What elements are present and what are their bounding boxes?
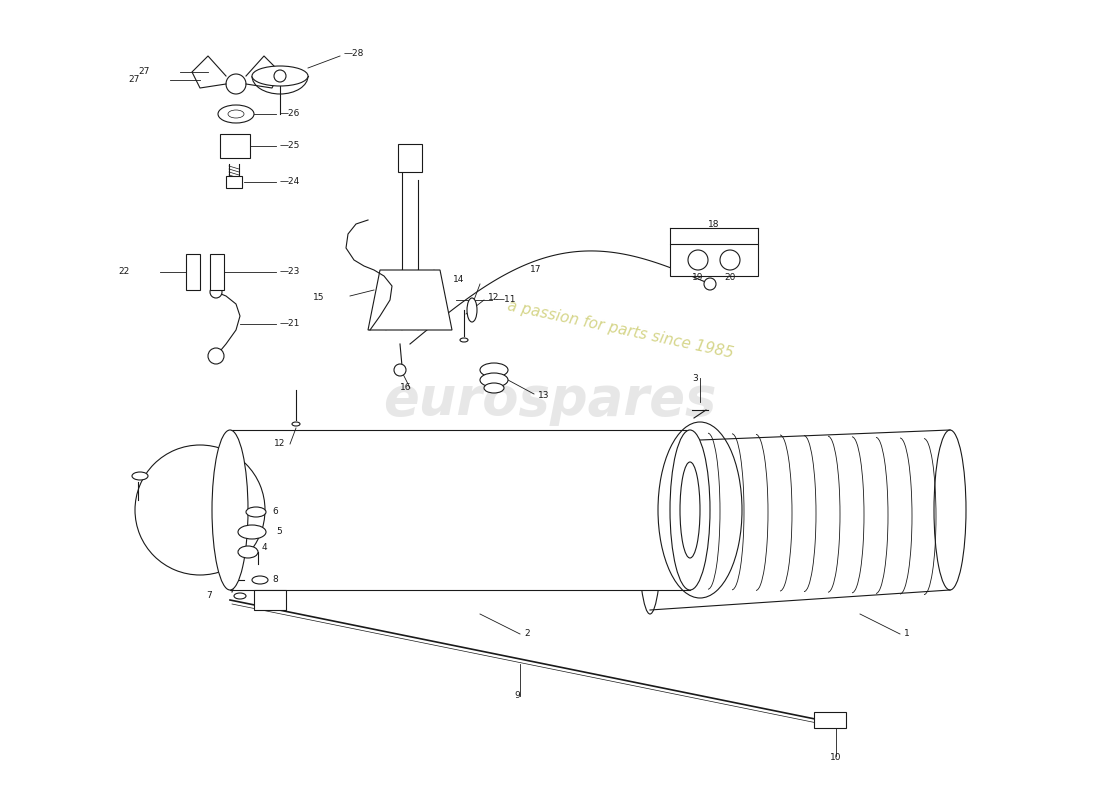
Ellipse shape [238,546,258,558]
Text: 27: 27 [129,75,140,85]
Ellipse shape [638,438,662,614]
Circle shape [720,250,740,270]
Ellipse shape [484,383,504,393]
Bar [186,254,200,290]
Bar [254,590,286,610]
Text: 12: 12 [274,439,286,448]
Circle shape [704,278,716,290]
Text: —26: —26 [280,110,300,118]
Text: 20: 20 [724,273,736,282]
Ellipse shape [468,298,477,322]
Text: —11: —11 [496,295,517,305]
Ellipse shape [252,576,268,584]
Ellipse shape [234,593,246,599]
Text: 1: 1 [904,630,910,638]
Text: 13: 13 [538,391,550,401]
Text: 10: 10 [830,753,842,762]
Text: —28: —28 [344,50,364,58]
Text: 18: 18 [708,220,719,229]
Circle shape [394,364,406,376]
Ellipse shape [292,422,300,426]
Text: 14: 14 [452,275,464,285]
Bar [398,144,422,172]
Text: 19: 19 [692,273,704,282]
Text: —21: —21 [280,319,300,329]
Ellipse shape [238,525,266,539]
Text: 3: 3 [692,374,697,383]
Text: 7: 7 [207,591,212,601]
Ellipse shape [480,363,508,377]
Bar [210,254,224,290]
Bar [230,430,690,590]
Text: 4: 4 [262,543,267,553]
Ellipse shape [460,338,467,342]
Ellipse shape [680,462,700,558]
Ellipse shape [228,110,244,118]
Bar [814,712,846,728]
Text: —24: —24 [280,178,300,186]
Polygon shape [368,270,452,330]
Ellipse shape [132,472,148,480]
Text: eurospares: eurospares [383,374,717,426]
Circle shape [208,348,224,364]
Ellipse shape [218,105,254,123]
Ellipse shape [246,507,266,517]
Text: —25: —25 [280,142,300,150]
Circle shape [226,74,246,94]
Text: —23: —23 [280,267,300,277]
Ellipse shape [934,430,966,590]
Text: 22: 22 [119,267,130,277]
Text: 8: 8 [272,575,277,585]
Ellipse shape [480,373,508,387]
Ellipse shape [252,66,308,86]
Circle shape [210,286,222,298]
Text: 5: 5 [276,527,282,537]
Text: 15: 15 [312,294,324,302]
Ellipse shape [670,430,710,590]
Circle shape [688,250,708,270]
Bar [220,134,250,158]
Text: 27: 27 [139,67,150,77]
Text: 2: 2 [524,630,529,638]
Ellipse shape [212,430,248,590]
Circle shape [274,70,286,82]
Text: 6: 6 [272,507,277,517]
Text: 17: 17 [530,266,541,274]
Bar [670,244,758,276]
Bar [226,176,242,188]
Text: 12: 12 [488,294,499,302]
Text: 16: 16 [400,383,411,392]
Text: a passion for parts since 1985: a passion for parts since 1985 [506,298,735,362]
Text: 9: 9 [514,691,519,700]
